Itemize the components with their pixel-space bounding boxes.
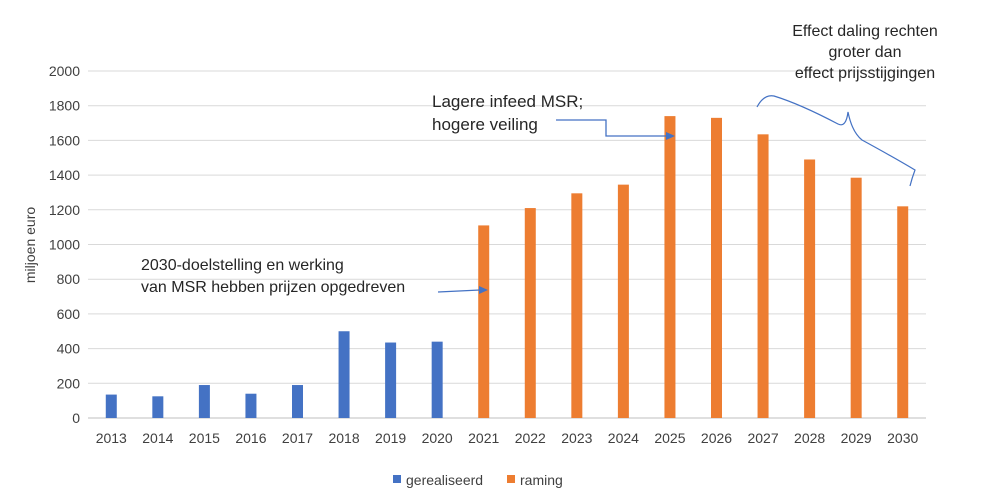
x-tick-label: 2014 — [142, 430, 173, 446]
x-tick-label: 2028 — [794, 430, 825, 446]
y-axis-label: miljoen euro — [22, 207, 38, 283]
x-tick-label: 2017 — [282, 430, 313, 446]
legend-label-raming: raming — [520, 472, 563, 488]
annotation-effect-line3: effect prijsstijgingen — [795, 65, 935, 82]
x-tick-label: 2019 — [375, 430, 406, 446]
x-tick-label: 2030 — [887, 430, 918, 446]
x-tick-label: 2023 — [561, 430, 592, 446]
y-tick-label: 600 — [57, 306, 81, 322]
x-tick-label: 2022 — [515, 430, 546, 446]
annotation-reform-line2: van MSR hebben prijzen opgedreven — [141, 279, 405, 296]
y-tick-label: 2000 — [49, 63, 80, 79]
y-tick-label: 1800 — [49, 98, 80, 114]
annotation-effect-line1: Effect daling rechten — [792, 23, 938, 40]
legend-swatch-raming — [507, 475, 515, 483]
x-tick-label: 2018 — [328, 430, 359, 446]
bar-gerealiseerd-2015 — [198, 385, 210, 418]
x-tick-label: 2029 — [841, 430, 872, 446]
x-tick-label: 2025 — [654, 430, 685, 446]
bar-gerealiseerd-2019 — [385, 342, 397, 418]
bar-raming-2023 — [571, 193, 583, 418]
y-tick-label: 1600 — [49, 132, 80, 148]
legend-swatch-gerealiseerd — [393, 475, 401, 483]
legend: gerealiseerd raming — [393, 472, 563, 488]
x-tick-label: 2026 — [701, 430, 732, 446]
bar-raming-2024 — [617, 184, 629, 418]
y-tick-label: 0 — [72, 410, 80, 426]
x-tick-label: 2015 — [189, 430, 220, 446]
y-tick-label: 1000 — [49, 237, 80, 253]
y-tick-label: 200 — [57, 375, 81, 391]
bar-raming-2029 — [850, 177, 862, 418]
x-tick-label: 2016 — [235, 430, 266, 446]
bar-raming-2022 — [524, 208, 536, 418]
x-tick-label: 2027 — [747, 430, 778, 446]
annotation-reform-line1: 2030-doelstelling en werking — [141, 257, 344, 274]
y-tick-label: 400 — [57, 341, 81, 357]
bar-raming-2025 — [664, 116, 676, 419]
annotation-reform-arrow — [437, 286, 488, 294]
x-tick-label: 2021 — [468, 430, 499, 446]
x-tick-label: 2020 — [422, 430, 453, 446]
y-tick-label: 1200 — [49, 202, 80, 218]
bar-raming-2030 — [897, 206, 909, 418]
bar-raming-2027 — [757, 134, 769, 418]
annotation-msr-line1: Lagere infeed MSR; — [432, 92, 583, 111]
bar-gerealiseerd-2013 — [105, 394, 117, 418]
annotation-effect-line2: groter dan — [829, 44, 902, 61]
bar-raming-2028 — [804, 159, 816, 419]
y-tick-label: 800 — [57, 271, 81, 287]
legend-label-gerealiseerd: gerealiseerd — [406, 472, 483, 488]
bar-gerealiseerd-2017 — [292, 385, 303, 418]
bar-gerealiseerd-2018 — [338, 331, 350, 418]
annotation-effect-brace — [756, 95, 916, 187]
bar-gerealiseerd-2016 — [245, 393, 257, 418]
annotation-msr-arrow — [556, 119, 675, 140]
y-tick-label: 1400 — [49, 167, 80, 183]
bar-raming-2021 — [478, 225, 490, 418]
bar-gerealiseerd-2014 — [152, 396, 164, 418]
bar-gerealiseerd-2020 — [431, 341, 443, 418]
annotation-msr-line2: hogere veiling — [432, 115, 538, 134]
bar-raming-2026 — [711, 117, 722, 418]
x-tick-label: 2013 — [96, 430, 127, 446]
x-tick-label: 2024 — [608, 430, 639, 446]
